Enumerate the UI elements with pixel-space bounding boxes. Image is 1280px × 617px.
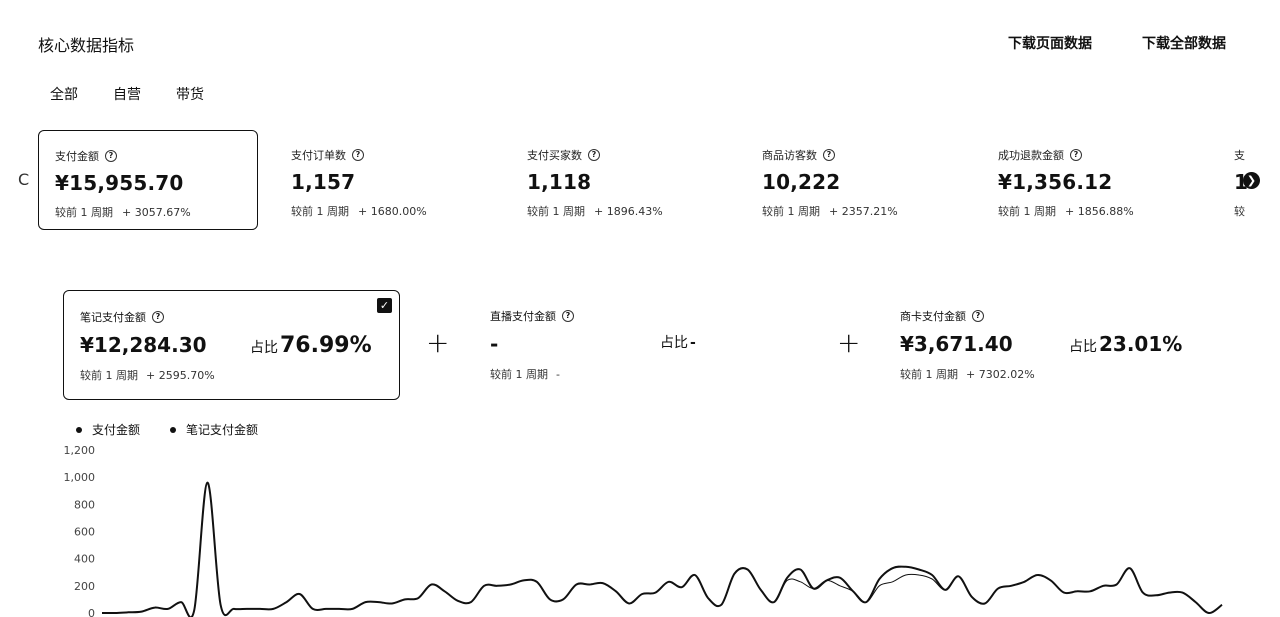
legend-label: 笔记支付金额 xyxy=(186,423,259,437)
legend-dot xyxy=(170,426,177,433)
breakdown-card-product-card-payment[interactable]: 商卡支付金额? ¥3,671.40 占比 23.01% 较前 1 周期 + 7302… xyxy=(885,290,1215,400)
help-icon[interactable]: ? xyxy=(823,149,835,161)
compare-label: 较前 1 周期 xyxy=(490,368,548,381)
plus-operator: + xyxy=(837,326,861,359)
share-value: 76.99% xyxy=(280,333,372,358)
change-value: + 2595.70% xyxy=(146,369,215,382)
channel-tabs: 全部 自营 带货 xyxy=(50,84,204,104)
legend-label: 支付金额 xyxy=(92,423,141,437)
share-label: 占比 xyxy=(660,335,688,351)
help-icon[interactable]: ? xyxy=(152,311,164,323)
help-icon[interactable]: ? xyxy=(972,310,984,322)
plus-operator: + xyxy=(426,326,450,359)
metric-value: 1,118 xyxy=(527,170,592,194)
y-tick-label: 600 xyxy=(74,526,95,539)
y-tick-label: 200 xyxy=(74,580,95,593)
help-icon[interactable]: ? xyxy=(1070,149,1082,161)
metric-value: 1,157 xyxy=(291,170,356,194)
change-value: + 1896.43% xyxy=(594,205,663,218)
checkmark-icon[interactable]: ✓ xyxy=(377,298,392,313)
metric-value: ¥1,356.12 xyxy=(998,170,1113,194)
page-title: 核心数据指标 xyxy=(38,36,135,55)
tab-self-operated[interactable]: 自营 xyxy=(113,87,141,103)
metric-card-product-visitors[interactable]: 商品访客数? 10,222 较前 1 周期 + 2357.21% xyxy=(746,130,966,230)
compare-label: 较前 1 周期 xyxy=(762,205,820,218)
legend-item-note-payment[interactable]: 笔记支付金额 xyxy=(170,421,258,438)
change-value: + 1856.88% xyxy=(1065,205,1134,218)
compare-label: 较 xyxy=(1234,205,1245,218)
chart-legend: 支付金额 笔记支付金额 xyxy=(76,421,258,438)
metric-label: 支付买家数 xyxy=(527,149,582,162)
breakdown-card-note-payment[interactable]: ✓ 笔记支付金额? ¥12,284.30 占比 76.99% 较前 1 周期 + 2… xyxy=(63,290,400,400)
breakdown-label: 直播支付金额 xyxy=(490,310,556,323)
metric-label: 支付金额 xyxy=(55,150,99,163)
breakdown-card-live-payment[interactable]: 直播支付金额? - 占比 - 较前 1 周期 - xyxy=(475,290,805,400)
help-icon[interactable]: ? xyxy=(352,149,364,161)
metric-label: 成功退款金额 xyxy=(998,149,1064,162)
compare-label: 较前 1 周期 xyxy=(998,205,1056,218)
metric-label: 支 xyxy=(1234,149,1245,162)
share-label: 占比 xyxy=(1069,339,1097,355)
compare-label: 较前 1 周期 xyxy=(900,368,958,381)
breakdown-label: 商卡支付金额 xyxy=(900,310,966,323)
metric-label: 商品访客数 xyxy=(762,149,817,162)
carousel-prev-icon[interactable]: C xyxy=(18,170,30,189)
share-label: 占比 xyxy=(250,340,278,356)
metric-value: 10,222 xyxy=(762,170,841,194)
tab-affiliate[interactable]: 带货 xyxy=(176,87,204,103)
help-icon[interactable]: ? xyxy=(588,149,600,161)
metric-card-payment-amount[interactable]: 支付金额? ¥15,955.70 较前 1 周期 + 3057.67% xyxy=(38,130,258,230)
change-value: + 1680.00% xyxy=(358,205,427,218)
breakdown-value: - xyxy=(490,332,499,356)
metric-card-refund-amount[interactable]: 成功退款金额? ¥1,356.12 较前 1 周期 + 1856.88% xyxy=(982,130,1202,230)
compare-label: 较前 1 周期 xyxy=(291,205,349,218)
y-tick-label: 400 xyxy=(74,553,95,566)
share-value: - xyxy=(690,335,696,351)
metric-card-buyer-count[interactable]: 支付买家数? 1,118 较前 1 周期 + 1896.43% xyxy=(511,130,731,230)
payment-trend-chart: 0 200 400 600 800 1,000 1,200 xyxy=(64,444,1223,617)
y-tick-label: 1,200 xyxy=(64,444,96,457)
change-value: + 3057.67% xyxy=(122,206,191,219)
download-page-data-button[interactable]: 下载页面数据 xyxy=(1008,36,1092,52)
tab-all[interactable]: 全部 xyxy=(50,87,78,103)
share-value: 23.01% xyxy=(1099,332,1183,356)
chevron-right-icon[interactable]: ❯ xyxy=(1243,172,1260,189)
y-tick-label: 0 xyxy=(88,607,95,617)
help-icon[interactable]: ? xyxy=(105,150,117,162)
change-value: + 7302.02% xyxy=(966,368,1035,381)
metric-value: ¥15,955.70 xyxy=(55,171,184,195)
legend-dot xyxy=(76,426,82,433)
breakdown-label: 笔记支付金额 xyxy=(80,311,146,324)
compare-label: 较前 1 周期 xyxy=(527,205,585,218)
change-value: - xyxy=(556,368,560,381)
breakdown-value: ¥12,284.30 xyxy=(80,333,207,357)
legend-item-payment-amount[interactable]: 支付金额 xyxy=(76,421,140,438)
series-line-note-payment-amount xyxy=(101,482,1223,617)
compare-label: 较前 1 周期 xyxy=(80,369,138,382)
metric-label: 支付订单数 xyxy=(291,149,346,162)
compare-label: 较前 1 周期 xyxy=(55,206,113,219)
y-tick-label: 800 xyxy=(74,498,95,511)
change-value: + 2357.21% xyxy=(829,205,898,218)
metric-card-order-count[interactable]: 支付订单数? 1,157 较前 1 周期 + 1680.00% xyxy=(275,130,495,230)
series-line-payment-amount xyxy=(101,481,1223,617)
breakdown-value: ¥3,671.40 xyxy=(900,332,1013,356)
download-all-data-button[interactable]: 下载全部数据 xyxy=(1142,36,1226,52)
help-icon[interactable]: ? xyxy=(562,310,574,322)
y-tick-label: 1,000 xyxy=(64,471,96,484)
